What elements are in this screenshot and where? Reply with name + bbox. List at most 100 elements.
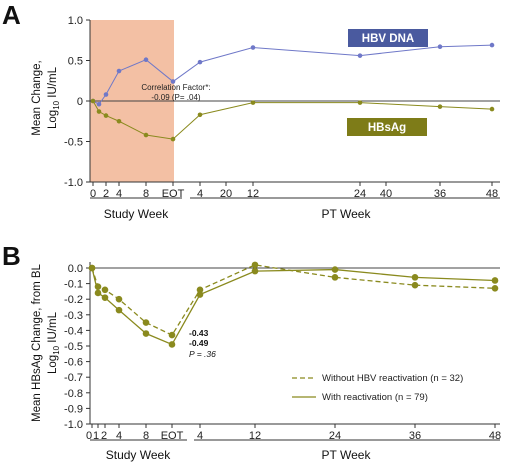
y-axis-title-a: Mean Change, Log10 IU/mL (31, 60, 61, 135)
x-tick-label-b: 12 (249, 430, 261, 442)
data-point-a-1 (116, 118, 122, 124)
y-tick-label-a: -0.5 (64, 137, 83, 149)
x-tick-label-a: 40 (380, 188, 392, 200)
data-point-a-0 (437, 44, 443, 50)
legend-hbsag-box (347, 118, 427, 136)
data-point-b-1 (88, 264, 96, 272)
legend-hbv-dna-box (348, 29, 428, 47)
x-tick-label-b: 4 (197, 430, 203, 442)
panel-label-a: A (2, 0, 21, 30)
data-point-b-0 (331, 274, 339, 281)
x-tick-label-b: 8 (143, 430, 149, 442)
y-tick-label-b: -0.9 (64, 403, 83, 415)
data-point-a-0 (170, 79, 176, 84)
legend-without-text: Without HBV reactivation (n = 32) (322, 373, 463, 384)
x-tick-label-a: 2 (103, 188, 109, 200)
x-tick-label-a: 0 (90, 188, 96, 200)
x-tick-label-b: 1 (93, 430, 99, 442)
y-axis-label-a-unit: Log10 IU/mL (47, 66, 61, 129)
data-point-b-1 (196, 291, 204, 298)
correlation-annotation-line2: -0.09 (P= .04) (151, 93, 200, 102)
data-point-b-0 (168, 331, 176, 339)
data-point-b-0 (142, 319, 150, 326)
data-point-b-1 (94, 289, 102, 297)
data-point-a-0 (96, 101, 102, 107)
series-line-b-1 (91, 267, 496, 346)
data-point-a-0 (116, 68, 122, 74)
x-tick-label-a: EOT (162, 188, 185, 200)
annotation-p-value: P = .36 (189, 349, 216, 359)
y-tick-label-b: -0.3 (64, 310, 83, 322)
data-point-b-0 (196, 286, 204, 294)
x-tick-label-a: 36 (434, 188, 446, 200)
data-point-a-0 (103, 92, 109, 97)
y-tick-label-b: -0.8 (64, 388, 83, 400)
legend-hbv-dna-text: HBV DNA (362, 33, 414, 45)
y-tick-label-a: -1.0 (64, 177, 83, 189)
x-tick-label-b: 36 (409, 430, 421, 442)
data-point-b-1 (142, 330, 150, 337)
data-point-b-1 (331, 266, 339, 273)
x-tick-label-b: 2 (101, 430, 107, 442)
panel-label-b: B (2, 241, 21, 271)
group-label-pt-a: PT Week (322, 207, 372, 221)
data-point-a-1 (250, 100, 256, 105)
y-tick-label-a: 0 (77, 96, 83, 108)
y-tick-label-b: -0.5 (64, 341, 83, 353)
data-point-a-0 (197, 59, 203, 65)
x-tick-label-a: 4 (116, 188, 122, 200)
annotation-value-without: -0.43 (189, 328, 209, 338)
data-point-a-1 (489, 106, 495, 112)
data-point-b-1 (251, 267, 259, 275)
y-tick-label-b: -0.6 (64, 357, 83, 369)
legend-with-text: With reactivation (n = 79) (322, 392, 428, 403)
group-label-study-b: Study Week (106, 448, 171, 462)
group-label-study-a: Study Week (104, 207, 169, 221)
data-point-b-0 (491, 284, 499, 292)
series-line-b-0 (91, 264, 496, 336)
x-tick-label-a: 48 (486, 188, 498, 200)
x-tick-label-a: 12 (247, 188, 259, 200)
y-tick-label-b: 0.0 (68, 263, 83, 275)
x-tick-label-b: 48 (489, 430, 501, 442)
data-point-b-1 (491, 277, 499, 284)
x-tick-label-a: 20 (220, 188, 232, 200)
x-tick-label-a: 24 (354, 188, 366, 200)
data-point-a-1 (103, 113, 109, 118)
data-point-a-0 (250, 45, 256, 50)
y-tick-label-b: -0.2 (64, 294, 83, 306)
y-tick-label-b: -0.4 (64, 325, 83, 337)
data-point-a-0 (143, 57, 149, 62)
x-tick-label-b: 0 (86, 430, 92, 442)
y-axis-label-b-main: Mean HBsAg Change, from BL (31, 263, 43, 421)
legend-hbsag-text: HBsAg (368, 122, 406, 134)
legend-hbv-dna: HBV DNA (348, 29, 428, 47)
x-tick-label-b: EOT (161, 430, 184, 442)
y-tick-label-a: 1.0 (68, 15, 83, 27)
y-tick-label-b: -0.1 (64, 279, 83, 291)
y-axis-label-b-unit: Log10 IU/mL (47, 311, 61, 374)
y-tick-label-b: -1.0 (64, 419, 83, 431)
data-point-a-1 (143, 132, 149, 138)
data-point-b-0 (101, 286, 109, 294)
correlation-annotation-line1: Correlation Factor*: (141, 83, 210, 92)
data-point-a-0 (489, 42, 495, 48)
y-axis-label-a-main: Mean Change, (31, 60, 43, 135)
data-point-b-1 (101, 294, 109, 301)
data-point-a-1 (96, 109, 102, 114)
y-axis-title-b: Mean HBsAg Change, from BL Log10 IU/mL (31, 263, 61, 421)
y-tick-label-a: 0.5 (68, 56, 83, 68)
y-tick-label-b: -0.7 (64, 372, 83, 384)
x-tick-label-b: 24 (329, 430, 341, 442)
data-point-a-1 (197, 112, 203, 118)
data-point-b-1 (115, 306, 123, 314)
data-point-b-1 (168, 341, 176, 348)
data-point-a-1 (437, 104, 443, 109)
x-tick-label-a: 8 (143, 188, 149, 200)
legend-hbsag: HBsAg (347, 118, 427, 136)
data-point-b-0 (251, 261, 259, 269)
data-point-a-0 (357, 53, 363, 58)
data-point-a-1 (90, 98, 96, 104)
data-point-a-1 (170, 136, 176, 142)
annotation-value-with: -0.49 (189, 338, 209, 348)
